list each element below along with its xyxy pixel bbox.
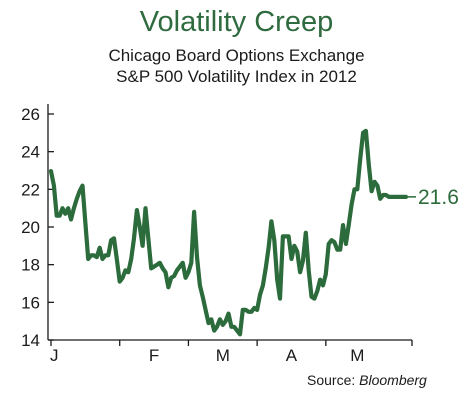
label-layer: 21.6 <box>407 186 459 209</box>
y-tick-label: 24 <box>21 143 40 162</box>
y-axis: 14 16 18 20 22 24 26 <box>21 104 54 350</box>
y-tick-label: 18 <box>21 256 40 275</box>
source-name: Bloomberg <box>359 372 427 388</box>
x-tick-label: M <box>216 346 230 365</box>
chart-subtitle-line-2: S&P 500 Volatility Index in 2012 <box>116 67 357 86</box>
y-tick-label: 16 <box>21 293 40 312</box>
source-note: Source: Bloomberg <box>307 372 427 388</box>
source-prefix: Source: <box>307 372 360 388</box>
y-tick-label: 22 <box>21 180 40 199</box>
y-tick-label: 20 <box>21 218 40 237</box>
series-layer <box>48 128 409 337</box>
x-tick-label: M <box>350 346 364 365</box>
y-tick-label: 14 <box>21 331 40 350</box>
chart-subtitle-line-1: Chicago Board Options Exchange <box>108 46 365 65</box>
x-tick-label: A <box>286 346 298 365</box>
chart-title: Volatility Creep <box>139 6 334 38</box>
end-value-label: 21.6 <box>418 186 459 209</box>
x-tick-label: F <box>149 346 159 365</box>
y-tick-label: 26 <box>21 105 40 124</box>
vix-series-line <box>48 128 409 337</box>
x-tick-label: J <box>50 346 59 365</box>
